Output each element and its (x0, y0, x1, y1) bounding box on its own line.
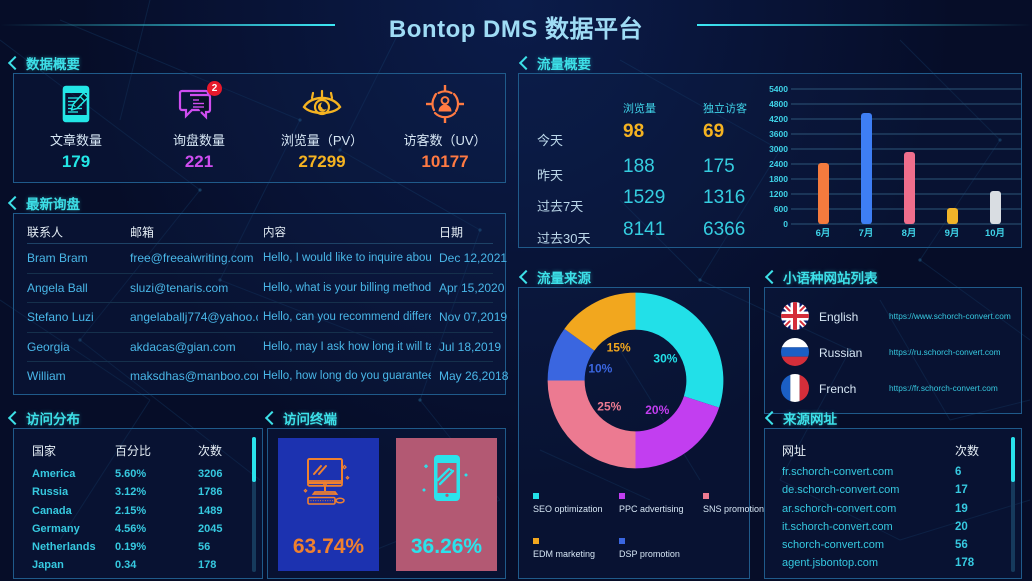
svg-text:4200: 4200 (769, 114, 788, 124)
svg-text:7月: 7月 (859, 228, 874, 239)
svg-text:4800: 4800 (769, 99, 788, 109)
svg-text:6月: 6月 (816, 228, 831, 239)
svg-text:15%: 15% (607, 340, 631, 354)
svg-text:25%: 25% (597, 399, 621, 413)
svg-text:8月: 8月 (902, 228, 917, 239)
svg-text:10月: 10月 (985, 228, 1005, 239)
svg-text:10%: 10% (588, 362, 612, 376)
svg-text:30%: 30% (653, 351, 677, 365)
svg-text:1200: 1200 (769, 189, 788, 199)
svg-text:3600: 3600 (769, 129, 788, 139)
svg-text:3000: 3000 (769, 144, 788, 154)
svg-text:1800: 1800 (769, 174, 788, 184)
svg-text:0: 0 (783, 219, 788, 229)
svg-text:600: 600 (774, 204, 788, 214)
svg-text:5400: 5400 (769, 84, 788, 94)
svg-text:2400: 2400 (769, 159, 788, 169)
svg-text:20%: 20% (645, 403, 669, 417)
svg-text:9月: 9月 (945, 228, 960, 239)
